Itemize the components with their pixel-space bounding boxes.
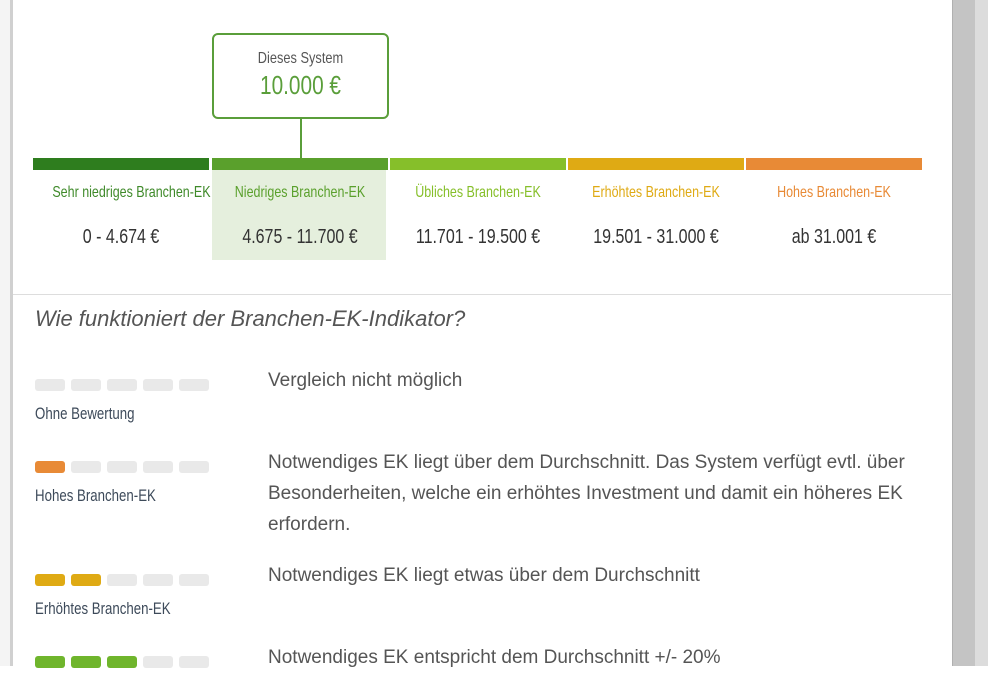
scrollbar[interactable] bbox=[952, 0, 975, 666]
rating-block bbox=[35, 461, 65, 473]
rating-description: Vergleich nicht möglich bbox=[268, 370, 463, 391]
rating-blocks bbox=[35, 656, 209, 668]
rating-block bbox=[107, 656, 137, 668]
rating-block bbox=[179, 656, 209, 668]
scale-segment-bar bbox=[568, 158, 744, 170]
rating-block bbox=[179, 574, 209, 586]
rating-block bbox=[143, 656, 173, 668]
rating-block bbox=[179, 379, 209, 391]
scale-segment-bar bbox=[746, 158, 922, 170]
window-border bbox=[975, 0, 988, 666]
rating-block bbox=[107, 379, 137, 391]
scale-segment-range: 4.675 - 11.700 € bbox=[242, 226, 358, 248]
scale-segment-label: Hohes Branchen-EK bbox=[777, 184, 891, 201]
rating-block bbox=[143, 461, 173, 473]
rating-description: Notwendiges EK liegt über dem Durchschni… bbox=[268, 452, 905, 535]
scale-segment-bar bbox=[33, 158, 209, 170]
rating-description: Notwendiges EK liegt etwas über dem Durc… bbox=[268, 565, 700, 586]
scale-segment-label: Erhöhtes Branchen-EK bbox=[592, 184, 720, 201]
callout-value: 10.000 € bbox=[260, 70, 341, 100]
scale-segment-range: 19.501 - 31.000 € bbox=[593, 226, 719, 248]
explain-heading: Wie funktioniert der Branchen-EK-Indikat… bbox=[35, 306, 466, 331]
rating-block bbox=[143, 574, 173, 586]
rating-block bbox=[71, 656, 101, 668]
callout-pointer bbox=[300, 119, 302, 159]
callout-title: Dieses System bbox=[257, 50, 344, 67]
rating-blocks bbox=[35, 379, 209, 391]
rating-label: Erhöhtes Branchen-EK bbox=[35, 599, 171, 618]
scale-segment-label: Übliches Branchen-EK bbox=[415, 184, 541, 201]
scale-segment-bar bbox=[212, 158, 388, 170]
scale-segment-range: ab 31.001 € bbox=[791, 226, 877, 248]
rating-blocks bbox=[35, 461, 209, 473]
rating-block bbox=[107, 574, 137, 586]
rating-block bbox=[179, 461, 209, 473]
scale-segment-label: Niedriges Branchen-EK bbox=[234, 184, 366, 201]
scale-segment-bar bbox=[390, 158, 566, 170]
rating-blocks bbox=[35, 574, 209, 586]
rating-block bbox=[35, 656, 65, 668]
rating-label: Hohes Branchen-EK bbox=[35, 486, 156, 505]
rating-block bbox=[35, 574, 65, 586]
ek-indicator-panel bbox=[13, 0, 951, 666]
selected-range-highlight bbox=[212, 170, 386, 260]
rating-description: Notwendiges EK entspricht dem Durchschni… bbox=[268, 647, 721, 668]
rating-block bbox=[107, 461, 137, 473]
rating-block bbox=[71, 379, 101, 391]
scale-segment-label: Sehr niedriges Branchen-EK bbox=[52, 184, 211, 201]
rating-block bbox=[71, 574, 101, 586]
rating-block bbox=[71, 461, 101, 473]
rating-label: Ohne Bewertung bbox=[35, 404, 135, 423]
scale-segment-range: 0 - 4.674 € bbox=[82, 226, 160, 248]
rating-block bbox=[35, 379, 65, 391]
window-edge bbox=[0, 0, 13, 666]
this-system-callout: Dieses System 10.000 € bbox=[212, 33, 389, 119]
rating-block bbox=[143, 379, 173, 391]
divider bbox=[13, 294, 951, 295]
scale-segment-range: 11.701 - 19.500 € bbox=[415, 226, 541, 248]
